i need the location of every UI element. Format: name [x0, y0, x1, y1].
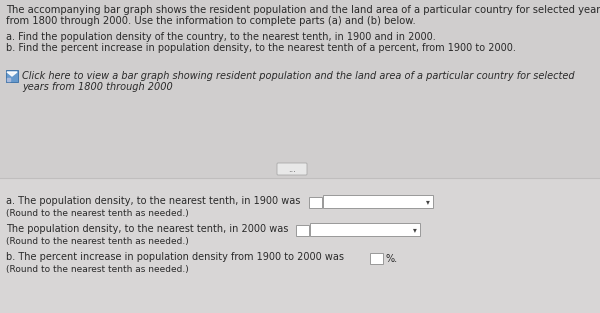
- FancyBboxPatch shape: [277, 163, 307, 175]
- FancyBboxPatch shape: [370, 253, 383, 264]
- Text: %.: %.: [385, 254, 397, 264]
- Polygon shape: [7, 78, 10, 81]
- Text: Click here to view a bar graph showing resident population and the land area of : Click here to view a bar graph showing r…: [22, 71, 575, 81]
- Text: (Round to the nearest tenth as needed.): (Round to the nearest tenth as needed.): [6, 265, 189, 274]
- Polygon shape: [7, 72, 17, 76]
- Text: b. The percent increase in population density from 1900 to 2000 was: b. The percent increase in population de…: [6, 252, 344, 262]
- Text: (Round to the nearest tenth as needed.): (Round to the nearest tenth as needed.): [6, 237, 189, 246]
- Text: (Round to the nearest tenth as needed.): (Round to the nearest tenth as needed.): [6, 209, 189, 218]
- FancyBboxPatch shape: [0, 178, 600, 313]
- FancyBboxPatch shape: [6, 70, 18, 82]
- Text: a. Find the population density of the country, to the nearest tenth, in 1900 and: a. Find the population density of the co…: [6, 32, 436, 42]
- Text: ▾: ▾: [426, 197, 430, 206]
- FancyBboxPatch shape: [310, 223, 420, 236]
- FancyBboxPatch shape: [296, 225, 309, 236]
- FancyBboxPatch shape: [0, 0, 600, 178]
- FancyBboxPatch shape: [309, 197, 322, 208]
- Text: ▾: ▾: [413, 225, 417, 234]
- Text: The population density, to the nearest tenth, in 2000 was: The population density, to the nearest t…: [6, 224, 289, 234]
- Text: b. Find the percent increase in population density, to the nearest tenth of a pe: b. Find the percent increase in populati…: [6, 43, 516, 53]
- Text: from 1800 through 2000. Use the information to complete parts (a) and (b) below.: from 1800 through 2000. Use the informat…: [6, 16, 416, 26]
- Text: years from 1800 through 2000: years from 1800 through 2000: [22, 82, 173, 92]
- FancyBboxPatch shape: [323, 195, 433, 208]
- Text: a. The population density, to the nearest tenth, in 1900 was: a. The population density, to the neares…: [6, 196, 301, 206]
- Text: The accompanying bar graph shows the resident population and the land area of a : The accompanying bar graph shows the res…: [6, 5, 600, 15]
- Text: ...: ...: [288, 165, 296, 173]
